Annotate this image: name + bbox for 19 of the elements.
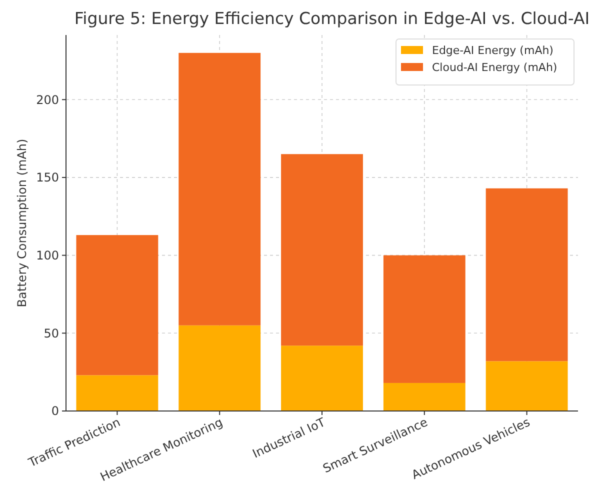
legend-label: Edge-AI Energy (mAh) <box>432 44 554 57</box>
bar <box>383 382 466 411</box>
bar <box>281 154 363 346</box>
bar <box>486 361 568 411</box>
bar <box>486 188 568 362</box>
legend-label: Cloud-AI Energy (mAh) <box>432 61 558 74</box>
bar <box>281 346 363 411</box>
y-tick-label: 100 <box>36 248 59 263</box>
y-axis-title: Battery Consumption (mAh) <box>15 138 29 308</box>
chart-title: Figure 5: Energy Efficiency Comparison in Edge-AI vs. Cloud-AI <box>74 9 590 28</box>
bar <box>178 52 261 326</box>
y-tick-label: 50 <box>44 326 59 340</box>
y-tick-label: 0 <box>51 404 59 418</box>
bar <box>76 235 158 376</box>
bar <box>76 375 158 411</box>
bar <box>178 325 261 411</box>
bar <box>383 255 466 383</box>
y-tick-label: 150 <box>36 170 59 185</box>
y-tick-label: 200 <box>36 92 59 107</box>
